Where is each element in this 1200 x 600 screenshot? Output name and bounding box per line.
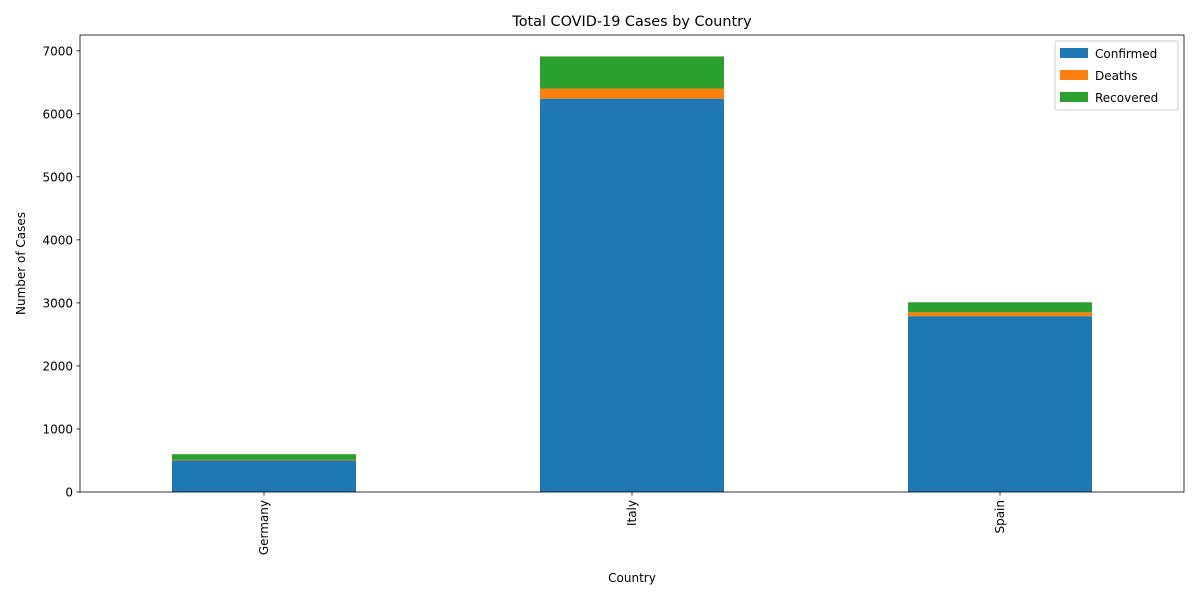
bar-spain-deaths <box>908 312 1092 317</box>
legend-swatch-deaths <box>1060 70 1088 80</box>
bar-germany-recovered <box>172 454 356 460</box>
legend-swatch-recovered <box>1060 92 1088 102</box>
legend-label-recovered: Recovered <box>1095 91 1158 105</box>
x-tick-label: Spain <box>993 500 1007 534</box>
bar-germany-confirmed <box>172 460 356 492</box>
y-tick-label: 1000 <box>42 422 73 436</box>
y-tick-label: 3000 <box>42 296 73 310</box>
y-tick-label: 4000 <box>42 233 73 247</box>
y-axis-label: Number of Cases <box>14 212 28 315</box>
bar-germany-deaths <box>172 459 356 461</box>
legend-label-confirmed: Confirmed <box>1095 47 1157 61</box>
plot-frame <box>79 34 1185 493</box>
x-axis: Germany Italy Spain <box>257 492 1007 555</box>
y-tick-label: 2000 <box>42 359 73 373</box>
x-axis-label: Country <box>608 571 656 585</box>
y-tick-label: 6000 <box>42 107 73 121</box>
chart-title: Total COVID-19 Cases by Country <box>511 14 752 30</box>
bar-spain-confirmed <box>908 316 1092 492</box>
y-tick-label: 7000 <box>42 44 73 58</box>
x-tick-label: Italy <box>625 500 639 526</box>
x-tick-label: Germany <box>257 500 271 555</box>
bar-italy-deaths <box>540 88 724 99</box>
bar-italy-recovered <box>540 56 724 89</box>
bars-group <box>172 56 1092 492</box>
legend: Confirmed Deaths Recovered <box>1054 40 1179 111</box>
bar-italy-confirmed <box>540 98 724 492</box>
y-tick-label: 5000 <box>42 170 73 184</box>
y-tick-label: 0 <box>65 486 73 500</box>
legend-label-deaths: Deaths <box>1095 69 1138 83</box>
legend-swatch-confirmed <box>1060 48 1088 58</box>
y-axis: 0 1000 2000 3000 4000 5000 6000 7000 <box>42 44 80 500</box>
bar-spain-recovered <box>908 302 1092 313</box>
